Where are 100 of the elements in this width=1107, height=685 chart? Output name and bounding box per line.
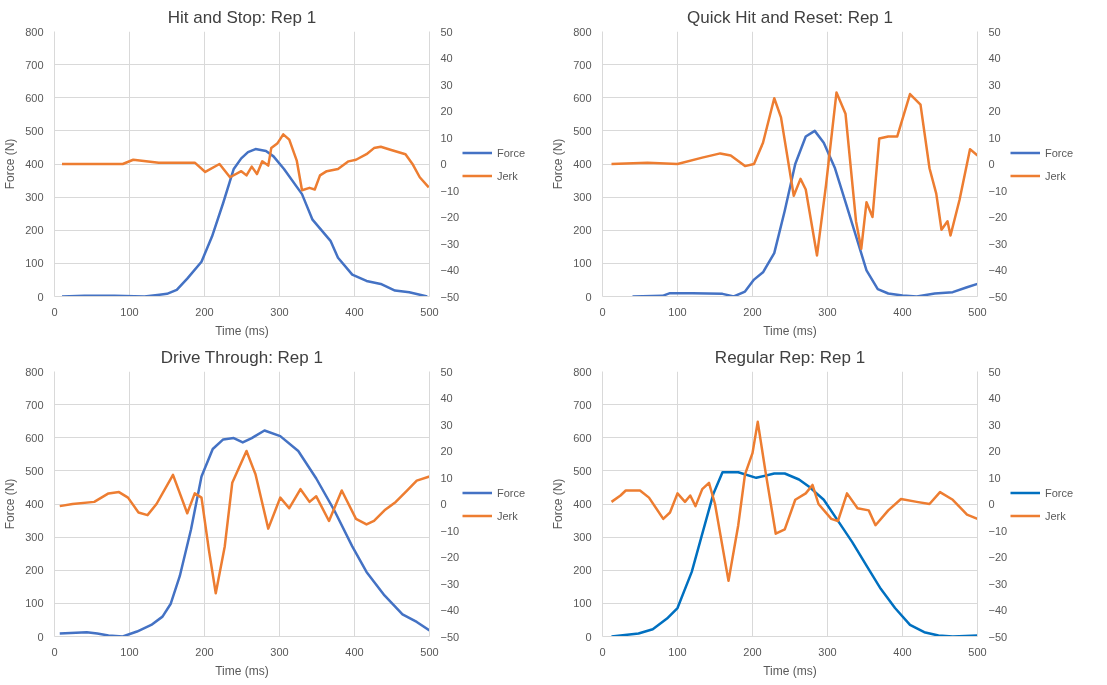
y-tick-label: 500 bbox=[25, 124, 44, 137]
y-tick-label: 500 bbox=[573, 464, 592, 477]
legend-label: Jerk bbox=[497, 509, 518, 521]
x-tick-label: 500 bbox=[968, 305, 987, 318]
y2-tick-label: −50 bbox=[988, 290, 1008, 303]
y2-tick-label: 20 bbox=[440, 105, 453, 117]
y2-tick-label: −10 bbox=[440, 184, 460, 197]
chart-title: Quick Hit and Reset: Rep 1 bbox=[687, 7, 893, 27]
x-tick-label: 400 bbox=[345, 645, 364, 658]
y-tick-label: 500 bbox=[25, 464, 44, 477]
y-tick-label: 700 bbox=[573, 398, 592, 411]
y2-tick-label: 50 bbox=[988, 365, 1001, 378]
y2-tick-label: −40 bbox=[988, 604, 1008, 616]
y-tick-label: 200 bbox=[573, 564, 592, 577]
y2-tick-label: −10 bbox=[440, 524, 460, 537]
y2-tick-label: −40 bbox=[440, 264, 460, 276]
y2-tick-label: 30 bbox=[988, 418, 1001, 431]
x-axis-title: Time (ms) bbox=[763, 663, 817, 678]
x-tick-label: 0 bbox=[599, 645, 606, 658]
x-axis-title: Time (ms) bbox=[215, 323, 269, 338]
line-series bbox=[631, 129, 978, 297]
y2-tick-label: −30 bbox=[988, 577, 1008, 590]
y2-tick-label: −50 bbox=[440, 630, 460, 643]
x-tick-label: 400 bbox=[345, 305, 364, 318]
y-tick-label: 700 bbox=[25, 398, 44, 411]
y-tick-label: 600 bbox=[573, 91, 592, 104]
y2-tick-label: −30 bbox=[440, 237, 460, 250]
x-tick-label: 100 bbox=[668, 305, 687, 318]
y2-tick-label: 10 bbox=[988, 131, 1001, 144]
y-tick-label: 800 bbox=[25, 25, 44, 38]
y2-tick-label: −40 bbox=[988, 264, 1008, 276]
x-tick-label: 500 bbox=[968, 645, 987, 658]
chart-title: Regular Rep: Rep 1 bbox=[714, 347, 866, 367]
x-tick-label: 500 bbox=[420, 645, 439, 658]
y2-tick-label: 50 bbox=[988, 25, 1001, 38]
y-tick-label: 800 bbox=[573, 365, 592, 378]
y-tick-label: 300 bbox=[573, 531, 592, 544]
y-tick-label: 400 bbox=[573, 498, 592, 510]
chart-title: Hit and Stop: Rep 1 bbox=[167, 7, 317, 27]
y-tick-label: 0 bbox=[37, 630, 44, 643]
y2-tick-label: 10 bbox=[440, 131, 453, 144]
y-axis-title: Force (N) bbox=[3, 138, 18, 190]
y-axis-title: Force (N) bbox=[551, 138, 566, 190]
y2-tick-label: 0 bbox=[988, 158, 995, 170]
y2-tick-label: 20 bbox=[988, 445, 1001, 457]
y2-tick-label: −20 bbox=[440, 211, 460, 223]
y-tick-label: 100 bbox=[25, 257, 44, 270]
y2-tick-label: 30 bbox=[440, 418, 453, 431]
legend-label: Force bbox=[497, 146, 526, 158]
legend-label: Jerk bbox=[1045, 169, 1066, 181]
y2-tick-label: 40 bbox=[988, 52, 1001, 64]
y-tick-label: 400 bbox=[573, 158, 592, 170]
y-tick-label: 700 bbox=[25, 58, 44, 71]
y-tick-label: 0 bbox=[585, 630, 592, 643]
y2-tick-label: 0 bbox=[440, 158, 447, 170]
x-tick-label: 100 bbox=[668, 645, 687, 658]
y2-tick-label: 40 bbox=[988, 392, 1001, 404]
line-series bbox=[58, 449, 430, 595]
y2-tick-label: −50 bbox=[440, 290, 460, 303]
y2-tick-label: 40 bbox=[440, 392, 453, 404]
line-series bbox=[60, 133, 430, 192]
y-tick-label: 0 bbox=[37, 290, 44, 303]
y-tick-label: 300 bbox=[25, 531, 44, 544]
y2-tick-label: 50 bbox=[440, 365, 453, 378]
x-tick-label: 200 bbox=[743, 645, 762, 658]
y-tick-label: 600 bbox=[25, 91, 44, 104]
x-tick-label: 400 bbox=[893, 645, 912, 658]
y2-tick-label: −20 bbox=[988, 211, 1008, 223]
y2-tick-label: 20 bbox=[440, 445, 453, 457]
x-tick-label: 200 bbox=[195, 645, 214, 658]
y-tick-label: 800 bbox=[25, 365, 44, 378]
x-tick-label: 0 bbox=[599, 305, 606, 318]
y2-tick-label: 10 bbox=[440, 471, 453, 484]
y-tick-label: 400 bbox=[25, 158, 44, 170]
y-tick-label: 100 bbox=[25, 597, 44, 610]
y-tick-label: 0 bbox=[585, 290, 592, 303]
y-tick-label: 300 bbox=[25, 191, 44, 204]
line-series bbox=[610, 420, 978, 583]
y-tick-label: 800 bbox=[573, 25, 592, 38]
legend-label: Jerk bbox=[1045, 509, 1066, 521]
legend-label: Force bbox=[497, 486, 526, 498]
x-axis-title: Time (ms) bbox=[215, 663, 269, 678]
y-tick-label: 400 bbox=[25, 498, 44, 510]
line-series bbox=[610, 91, 978, 257]
y2-tick-label: −20 bbox=[440, 551, 460, 563]
legend-label: Force bbox=[1045, 146, 1074, 158]
y2-tick-label: −30 bbox=[988, 237, 1008, 250]
y-tick-label: 200 bbox=[573, 224, 592, 237]
x-tick-label: 300 bbox=[270, 645, 289, 658]
y-tick-label: 700 bbox=[573, 58, 592, 71]
y2-tick-label: 30 bbox=[440, 78, 453, 91]
y2-tick-label: 10 bbox=[988, 471, 1001, 484]
y2-tick-label: 30 bbox=[988, 78, 1001, 91]
y2-tick-label: −30 bbox=[440, 577, 460, 590]
y-tick-label: 300 bbox=[573, 191, 592, 204]
y2-tick-label: −20 bbox=[988, 551, 1008, 563]
x-tick-label: 300 bbox=[818, 305, 837, 318]
y2-tick-label: −10 bbox=[988, 184, 1008, 197]
y-axis-title: Force (N) bbox=[551, 478, 566, 530]
y-tick-label: 100 bbox=[573, 257, 592, 270]
